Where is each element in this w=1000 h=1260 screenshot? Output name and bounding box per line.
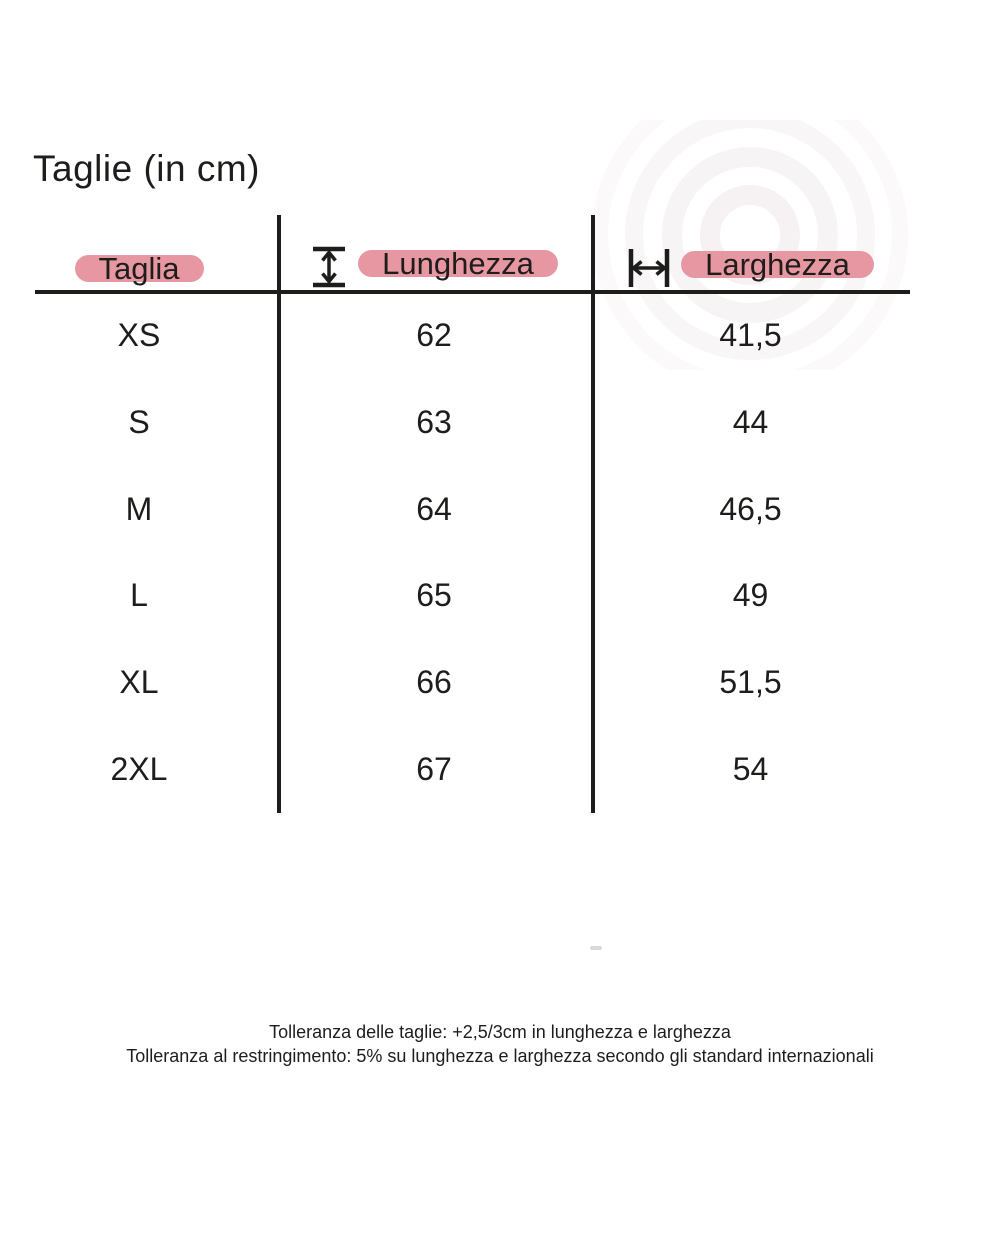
width-value: 54 <box>732 751 769 788</box>
size-label: S <box>128 403 150 440</box>
size-label: 2XL <box>110 751 168 788</box>
length-value: 65 <box>416 577 452 614</box>
column-divider-1 <box>277 215 281 813</box>
length-value: 66 <box>416 664 452 701</box>
width-value: 44 <box>732 403 769 440</box>
header-width: Larghezza <box>591 215 910 292</box>
length-value: 62 <box>416 316 452 353</box>
column-divider-2 <box>591 215 595 813</box>
height-double-arrow-icon <box>313 246 346 288</box>
size-label: XS <box>117 316 161 353</box>
scan-artifact <box>590 946 602 950</box>
header-size: Taglia <box>35 215 277 292</box>
header-underline <box>35 290 910 294</box>
tolerance-note-sizes: Tolleranza delle taglie: +2,5/3cm in lun… <box>269 1022 731 1042</box>
header-length-label: Lunghezza <box>358 248 558 279</box>
length-value: 67 <box>416 751 452 788</box>
header-size-label: Taglia <box>74 253 204 284</box>
width-double-arrow-icon <box>628 249 670 287</box>
size-label: XL <box>119 664 159 701</box>
length-value: 64 <box>416 490 452 527</box>
table-grid: Taglia Lunghezza <box>35 215 910 813</box>
header-width-label: Larghezza <box>681 249 874 280</box>
size-label: M <box>125 490 153 527</box>
size-table: Taglia Lunghezza <box>35 215 910 813</box>
tolerance-note-shrinkage: Tolleranza al restringimento: 5% su lung… <box>126 1045 874 1066</box>
width-value: 51,5 <box>719 664 782 701</box>
tolerance-notes: Tolleranza delle taglie: +2,5/3cm in lun… <box>0 1021 1000 1068</box>
size-label: L <box>130 577 148 614</box>
width-value: 49 <box>732 577 769 614</box>
header-length: Lunghezza <box>277 215 591 292</box>
page-title: Taglie (in cm) <box>33 148 260 189</box>
width-value: 46,5 <box>719 490 782 527</box>
length-value: 63 <box>416 403 452 440</box>
width-value: 41,5 <box>719 316 782 353</box>
